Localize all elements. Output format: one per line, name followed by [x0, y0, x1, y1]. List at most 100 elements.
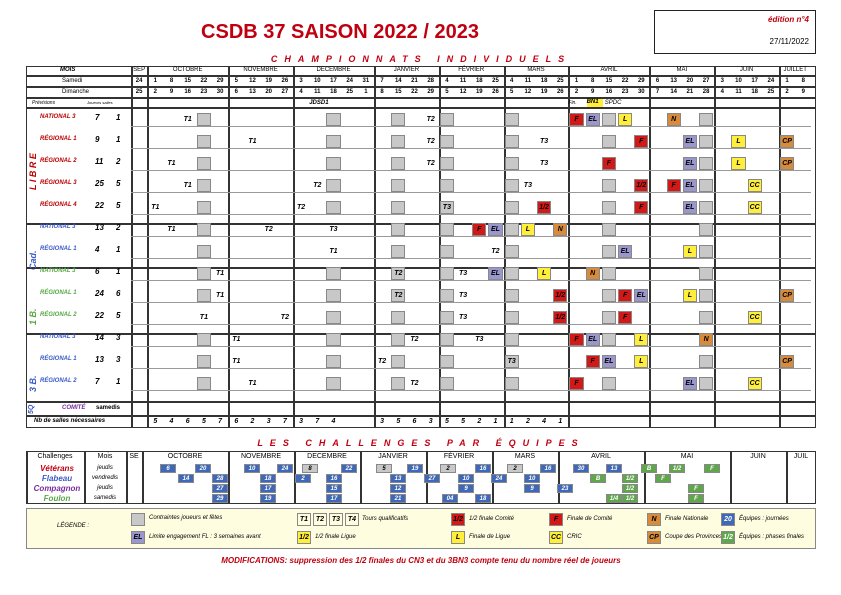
mark-T3: T3: [442, 204, 451, 211]
constraint-block: [196, 201, 211, 214]
row-joueurs-6: 4: [95, 245, 100, 254]
challenge-head-11: JUIN: [750, 453, 766, 460]
month-8: MAI: [676, 67, 688, 73]
sun-13: 25: [346, 89, 354, 95]
challenge-mark: 5: [376, 464, 392, 473]
constraint-block: [504, 377, 519, 390]
row-salles-4: 5: [116, 201, 121, 210]
legend-cp: Coupe des Provinces: [665, 534, 723, 540]
salles-3: 5: [201, 418, 206, 425]
comite-name: COMITÉ: [62, 405, 86, 411]
challenge-divider: [84, 451, 86, 504]
legend-e12-icon: 1/2: [721, 531, 735, 544]
mark-1-2: 1/2: [634, 179, 649, 192]
challenge-mark: 6: [160, 464, 176, 473]
constraint-block: [326, 113, 341, 126]
mark-CC: CC: [747, 201, 762, 214]
row-name-10: NATIONAL 3: [40, 334, 76, 340]
row-line-1: [131, 148, 812, 149]
salles-18: 2: [477, 418, 482, 425]
sun-19: 5: [445, 89, 449, 95]
legend-n-icon: N: [647, 513, 661, 526]
previsions-row: [26, 98, 816, 108]
row-line-3: [131, 192, 812, 193]
sun-12: 18: [330, 89, 337, 95]
mark-T2: T2: [394, 270, 403, 277]
row-salles-10: 3: [116, 333, 121, 342]
modifications-note: MODIFICATIONS: suppression des 1/2 final…: [221, 556, 621, 565]
salles-20: 1: [509, 418, 514, 425]
constraint-block: [391, 333, 406, 346]
team-name-3: Foulon: [43, 494, 71, 503]
constraint-block: [391, 179, 406, 192]
month-0: SEP: [133, 67, 146, 73]
row-name-4: RÉGIONAL 4: [40, 202, 77, 208]
mark-1-2: 1/2: [553, 311, 568, 324]
sun-41: 9: [801, 89, 805, 95]
constraint-block: [439, 245, 454, 258]
challenge-mark: 21: [390, 494, 406, 503]
row-name-11: RÉGIONAL 1: [40, 356, 77, 362]
constraint-block: [601, 179, 616, 192]
mark-CC: CC: [747, 377, 762, 390]
group-label-libre: L I B R E: [28, 153, 38, 190]
challenge-mark: 17: [260, 484, 276, 493]
mark-T1: T1: [167, 226, 176, 233]
month-10: JUILLET: [783, 67, 807, 73]
sun-20: 12: [459, 89, 467, 95]
constraint-block: [196, 377, 211, 390]
challenge-mark: B: [641, 464, 657, 473]
row-name-9: RÉGIONAL 2: [40, 312, 77, 318]
sat-37: 10: [735, 78, 742, 84]
mark-CP: CP: [780, 135, 795, 148]
row-salles-8: 6: [116, 289, 121, 298]
sun-16: 15: [394, 89, 402, 95]
mark-L: L: [618, 113, 633, 126]
section-individuels: CHAMPIONNATS INDIVIDUELS: [270, 54, 572, 64]
group-cad: [26, 224, 816, 268]
salles-0: 5: [153, 418, 158, 425]
sat-8: 19: [265, 78, 273, 84]
sat-1: 1: [153, 78, 157, 84]
sun-30: 23: [621, 89, 629, 95]
row-salles-0: 1: [116, 113, 121, 122]
sun-2: 9: [169, 89, 174, 95]
constraint-block: [391, 267, 406, 280]
challenge-mark: 24: [491, 474, 507, 483]
mark-T1: T1: [232, 336, 241, 343]
challenge-mark: 1/2: [622, 474, 638, 483]
sat-19: 4: [445, 78, 449, 84]
constraint-block: [504, 267, 519, 280]
mois-label: MOIS: [60, 67, 76, 73]
team-days-2: jeudis: [97, 485, 113, 491]
mark-T3: T3: [523, 182, 532, 189]
legend-e20-icon: 20: [721, 513, 735, 526]
legend-f: Finale de Comité: [567, 516, 613, 522]
dimanche-row: [26, 87, 816, 98]
legend-e12: Équipes : phases finales: [739, 534, 805, 540]
row-salles-12: 1: [116, 377, 121, 386]
constraint-block: [601, 377, 616, 390]
constraint-block: [326, 377, 341, 390]
constraint-block: [391, 311, 406, 324]
mark-T3: T3: [475, 336, 484, 343]
mark-EL: EL: [618, 245, 633, 258]
constraint-block: [699, 267, 714, 280]
salles-10: 7: [315, 418, 320, 425]
mark-T2: T2: [410, 336, 419, 343]
mark-L: L: [634, 355, 649, 368]
constraint-block: [439, 201, 454, 214]
row-line-10: [131, 346, 812, 347]
constraint-block: [439, 333, 454, 346]
challenge-mark: F: [655, 474, 671, 483]
sat-18: 28: [427, 78, 435, 84]
fin-note: Fin.: [568, 100, 577, 106]
sun-1: 2: [153, 89, 157, 95]
row-name-6: RÉGIONAL 1: [40, 246, 77, 252]
row-joueurs-8: 24: [95, 289, 104, 298]
salles-11: 4: [331, 418, 336, 425]
salles-13: 5: [396, 418, 401, 425]
month-row: [26, 66, 816, 76]
legend-gray-icon: [131, 513, 145, 526]
constraint-block: [391, 223, 406, 236]
